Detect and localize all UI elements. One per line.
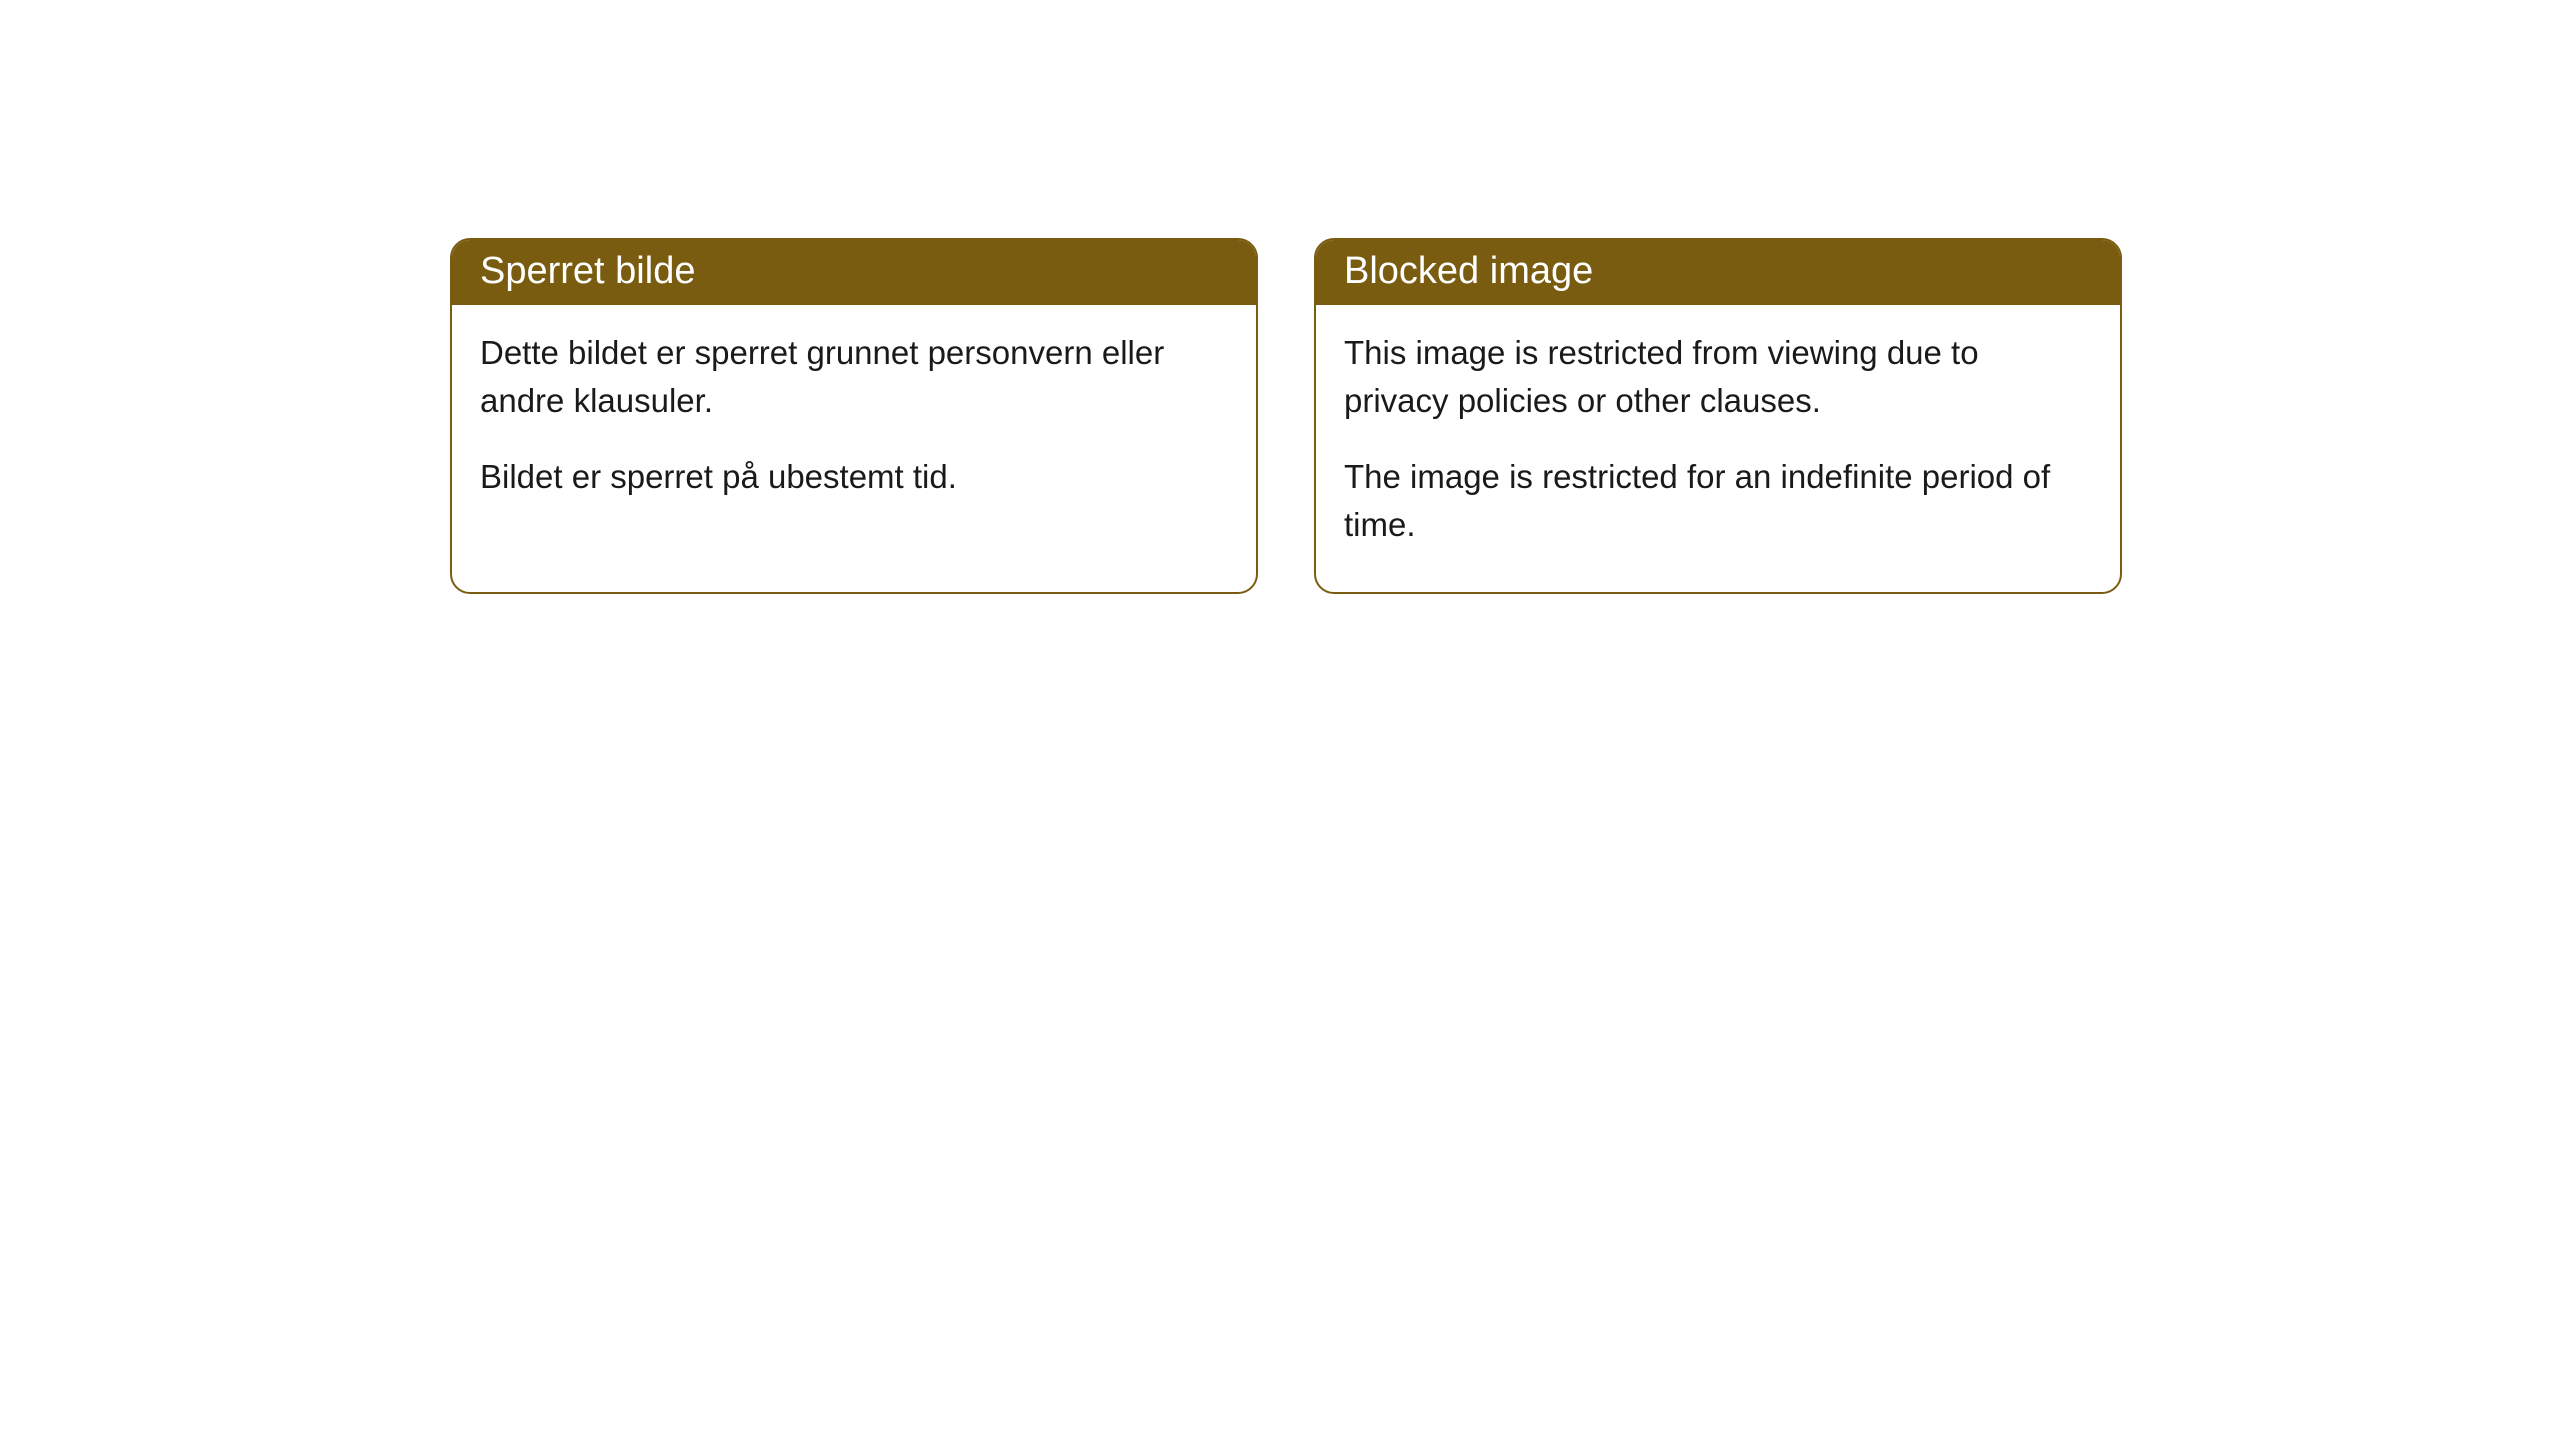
blocked-image-card-norwegian: Sperret bilde Dette bildet er sperret gr… [450,238,1258,594]
card-title: Blocked image [1344,250,1593,292]
notice-container: Sperret bilde Dette bildet er sperret gr… [0,0,2560,594]
blocked-image-card-english: Blocked image This image is restricted f… [1314,238,2122,594]
card-body: Dette bildet er sperret grunnet personve… [452,305,1256,545]
card-header: Sperret bilde [452,240,1256,305]
card-paragraph-1: This image is restricted from viewing du… [1344,329,2092,425]
card-paragraph-2: Bildet er sperret på ubestemt tid. [480,453,1228,501]
card-paragraph-1: Dette bildet er sperret grunnet personve… [480,329,1228,425]
card-paragraph-2: The image is restricted for an indefinit… [1344,453,2092,549]
card-body: This image is restricted from viewing du… [1316,305,2120,592]
card-title: Sperret bilde [480,250,695,292]
card-header: Blocked image [1316,240,2120,305]
